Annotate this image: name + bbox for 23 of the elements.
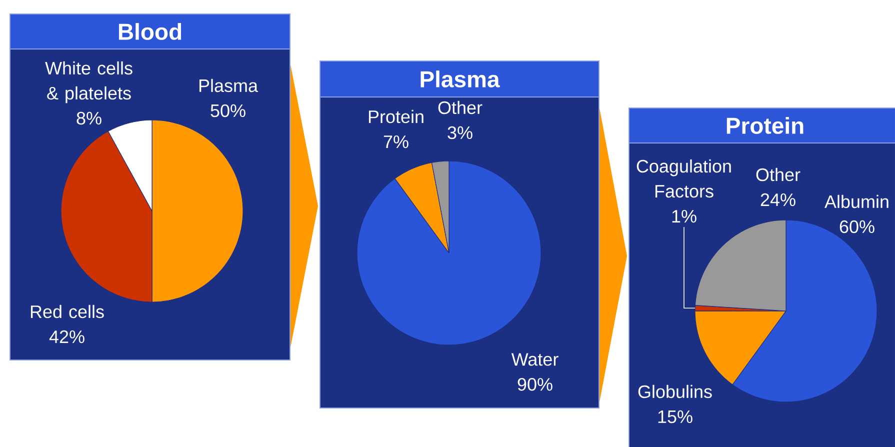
slice-label: White cells & platelets	[45, 61, 132, 104]
chart-title: Plasma	[420, 70, 500, 88]
data-label: 1%	[672, 210, 696, 223]
data-label: 24%	[760, 193, 796, 206]
slice-label: Red cells	[30, 304, 104, 318]
slice-label: Water	[511, 353, 558, 366]
chart-title: Blood	[118, 23, 182, 40]
slice-label: Albumin	[824, 194, 888, 208]
slice-label: Plasma	[199, 78, 258, 92]
chart-title: Protein	[726, 117, 804, 134]
slice-label: Other	[756, 168, 800, 182]
data-label: 7%	[384, 135, 408, 148]
data-label: 90%	[518, 378, 552, 391]
data-label: 60%	[840, 220, 874, 234]
slice-label: Globulins	[638, 384, 712, 398]
data-label: 8%	[76, 112, 102, 125]
slice-label: Other	[438, 100, 482, 114]
slice-label: Protein	[368, 110, 424, 124]
data-label: 50%	[210, 104, 246, 118]
slice-label: Coagulation Factors	[636, 159, 731, 198]
data-label: 15%	[658, 410, 692, 424]
data-label: 42%	[49, 330, 84, 344]
data-label: 3%	[448, 126, 472, 140]
